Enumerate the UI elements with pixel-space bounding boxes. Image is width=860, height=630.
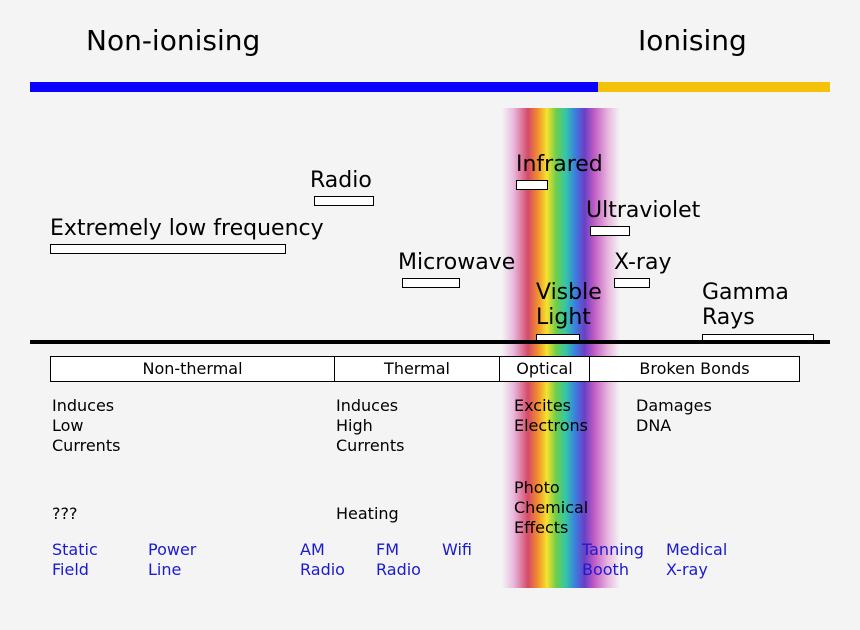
category-broken_bonds: Broken Bonds (590, 356, 800, 382)
ionisation-bar-non-ionising (30, 82, 598, 92)
desc-non_thermal_desc: Induces Low Currents (52, 396, 120, 456)
band-label-microwave: Microwave (398, 250, 515, 275)
effect-category-row: Non-thermalThermalOpticalBroken Bonds (50, 356, 800, 382)
section-divider (30, 340, 830, 344)
example-power_line: Power Line (148, 540, 196, 580)
category-optical: Optical (500, 356, 590, 382)
band-label-gamma: Gamma Rays (702, 280, 789, 330)
example-am_radio: AM Radio (300, 540, 345, 580)
band-label-infrared: Infrared (516, 152, 603, 177)
band-label-visible: Visble Light (536, 280, 602, 330)
example-medical_xray: Medical X-ray (666, 540, 727, 580)
header-ionising: Ionising (638, 24, 747, 57)
band-label-elf: Extremely low frequency (50, 216, 324, 241)
band-range-ultraviolet (590, 226, 630, 236)
band-range-elf (50, 244, 286, 254)
example-tanning: Tanning Booth (582, 540, 644, 580)
desc-thermal_desc: Induces High Currents (336, 396, 404, 456)
band-label-xray: X-ray (614, 250, 671, 275)
desc-optical_desc: Excites Electrons (514, 396, 588, 436)
desc-optical_eff: Photo Chemical Effects (514, 478, 588, 538)
ionisation-bar-ionising (598, 82, 830, 92)
desc-non_thermal_eff: ??? (52, 504, 77, 524)
em-spectrum-diagram: Non-ionising Ionising Extremely low freq… (0, 0, 860, 630)
category-thermal: Thermal (335, 356, 500, 382)
example-static_field: Static Field (52, 540, 98, 580)
desc-broken_desc: Damages DNA (636, 396, 712, 436)
header-non-ionising: Non-ionising (86, 24, 260, 57)
desc-thermal_eff: Heating (336, 504, 399, 524)
band-range-xray (614, 278, 650, 288)
band-range-infrared (516, 180, 548, 190)
band-label-ultraviolet: Ultraviolet (586, 198, 700, 223)
band-range-radio (314, 196, 374, 206)
example-fm_radio: FM Radio (376, 540, 421, 580)
band-label-radio: Radio (310, 168, 372, 193)
example-wifi: Wifi (442, 540, 472, 560)
band-range-microwave (402, 278, 460, 288)
category-non_thermal: Non-thermal (50, 356, 335, 382)
